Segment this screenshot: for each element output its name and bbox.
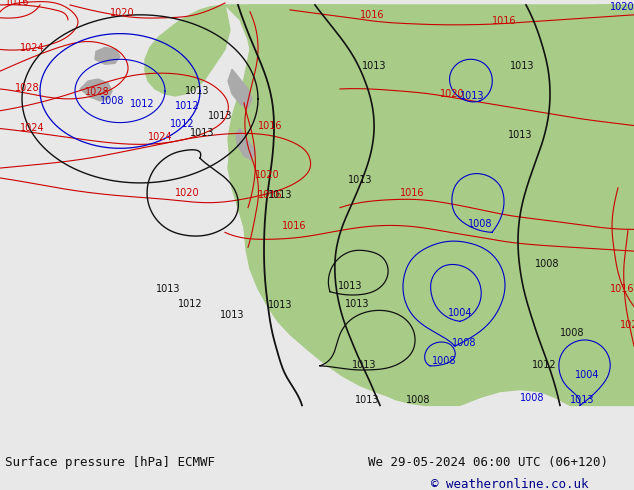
Text: 1012: 1012 bbox=[130, 99, 155, 109]
Polygon shape bbox=[145, 5, 230, 96]
Text: 1013: 1013 bbox=[348, 175, 373, 185]
Text: 1028: 1028 bbox=[15, 83, 39, 93]
Text: 1013: 1013 bbox=[185, 86, 209, 96]
Text: 1013: 1013 bbox=[338, 281, 363, 291]
Text: 1016: 1016 bbox=[400, 188, 425, 198]
Text: We 29-05-2024 06:00 UTC (06+120): We 29-05-2024 06:00 UTC (06+120) bbox=[368, 457, 608, 469]
Text: 1020: 1020 bbox=[255, 170, 280, 180]
Polygon shape bbox=[236, 128, 255, 160]
Text: 1013: 1013 bbox=[460, 91, 484, 101]
Text: 1012: 1012 bbox=[178, 298, 203, 309]
Text: 1016: 1016 bbox=[282, 221, 306, 231]
Text: 1013: 1013 bbox=[510, 61, 534, 71]
Text: 1020: 1020 bbox=[110, 8, 134, 18]
Polygon shape bbox=[228, 69, 252, 109]
Text: 1024: 1024 bbox=[20, 44, 44, 53]
Text: 1013: 1013 bbox=[508, 130, 533, 141]
Text: 1013: 1013 bbox=[268, 190, 292, 200]
Text: 1013: 1013 bbox=[355, 395, 380, 405]
Text: 1013: 1013 bbox=[345, 298, 370, 309]
Polygon shape bbox=[228, 5, 634, 405]
Text: 1008: 1008 bbox=[468, 220, 493, 229]
Text: 1004: 1004 bbox=[575, 369, 600, 380]
Polygon shape bbox=[225, 5, 634, 405]
Text: Surface pressure [hPa] ECMWF: Surface pressure [hPa] ECMWF bbox=[5, 457, 215, 469]
Text: 1008: 1008 bbox=[560, 328, 585, 338]
Polygon shape bbox=[95, 48, 120, 64]
Text: 1020: 1020 bbox=[610, 2, 634, 12]
Text: 1008: 1008 bbox=[520, 393, 545, 403]
Text: 1020: 1020 bbox=[175, 188, 200, 198]
Text: 1020: 1020 bbox=[440, 89, 465, 99]
Text: 1016: 1016 bbox=[610, 284, 634, 294]
Text: 1024: 1024 bbox=[148, 132, 172, 143]
Text: 1008: 1008 bbox=[452, 338, 477, 348]
Text: 1013: 1013 bbox=[156, 284, 181, 294]
Text: 1008: 1008 bbox=[406, 395, 430, 405]
Polygon shape bbox=[80, 79, 112, 101]
Text: 1008: 1008 bbox=[535, 259, 559, 269]
Text: 1013: 1013 bbox=[352, 360, 377, 370]
Text: 1013: 1013 bbox=[208, 111, 233, 121]
Text: 1016: 1016 bbox=[258, 121, 283, 130]
Text: 1016: 1016 bbox=[5, 0, 30, 7]
Text: 1012: 1012 bbox=[170, 119, 195, 128]
Text: 1016: 1016 bbox=[492, 16, 517, 26]
Text: 1013: 1013 bbox=[190, 128, 214, 139]
Text: 1012: 1012 bbox=[532, 360, 557, 370]
Text: 1028: 1028 bbox=[85, 87, 110, 97]
Text: 1020: 1020 bbox=[620, 320, 634, 330]
Text: 1013: 1013 bbox=[220, 310, 245, 320]
Text: 1016: 1016 bbox=[360, 10, 384, 20]
Text: 1008: 1008 bbox=[100, 96, 124, 106]
Text: 1013: 1013 bbox=[268, 300, 292, 311]
Text: 1008: 1008 bbox=[432, 356, 456, 366]
Text: 1013: 1013 bbox=[570, 395, 595, 405]
Text: 1024: 1024 bbox=[20, 122, 44, 132]
Text: 1016: 1016 bbox=[258, 190, 283, 200]
Text: 1004: 1004 bbox=[448, 308, 472, 318]
Text: 1013: 1013 bbox=[362, 61, 387, 71]
Text: 1012: 1012 bbox=[175, 101, 200, 111]
Text: © weatheronline.co.uk: © weatheronline.co.uk bbox=[431, 478, 588, 490]
